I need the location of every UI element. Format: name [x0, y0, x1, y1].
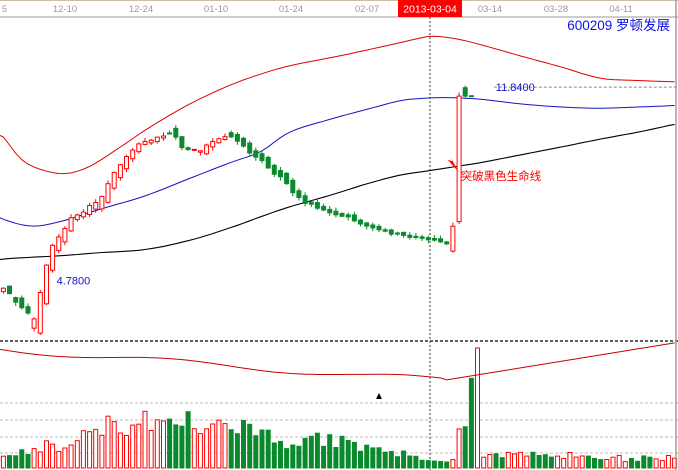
- svg-text:11.8400: 11.8400: [496, 82, 535, 94]
- svg-text:02-07: 02-07: [355, 4, 379, 15]
- svg-text:4.7800: 4.7800: [57, 276, 91, 288]
- svg-text:04-11: 04-11: [609, 4, 633, 15]
- svg-text:01-10: 01-10: [204, 4, 228, 15]
- svg-text:突破黑色生命线: 突破黑色生命线: [461, 169, 542, 183]
- svg-text:03-28: 03-28: [544, 4, 568, 15]
- svg-text:12-10: 12-10: [53, 4, 77, 15]
- svg-text:01-24: 01-24: [279, 4, 303, 15]
- svg-text:600209 罗顿发展: 600209 罗顿发展: [567, 18, 670, 33]
- svg-text:2013-03-04: 2013-03-04: [403, 4, 457, 16]
- svg-text:12-24: 12-24: [129, 4, 153, 15]
- svg-text:03-14: 03-14: [478, 4, 502, 15]
- svg-text:5: 5: [2, 4, 7, 14]
